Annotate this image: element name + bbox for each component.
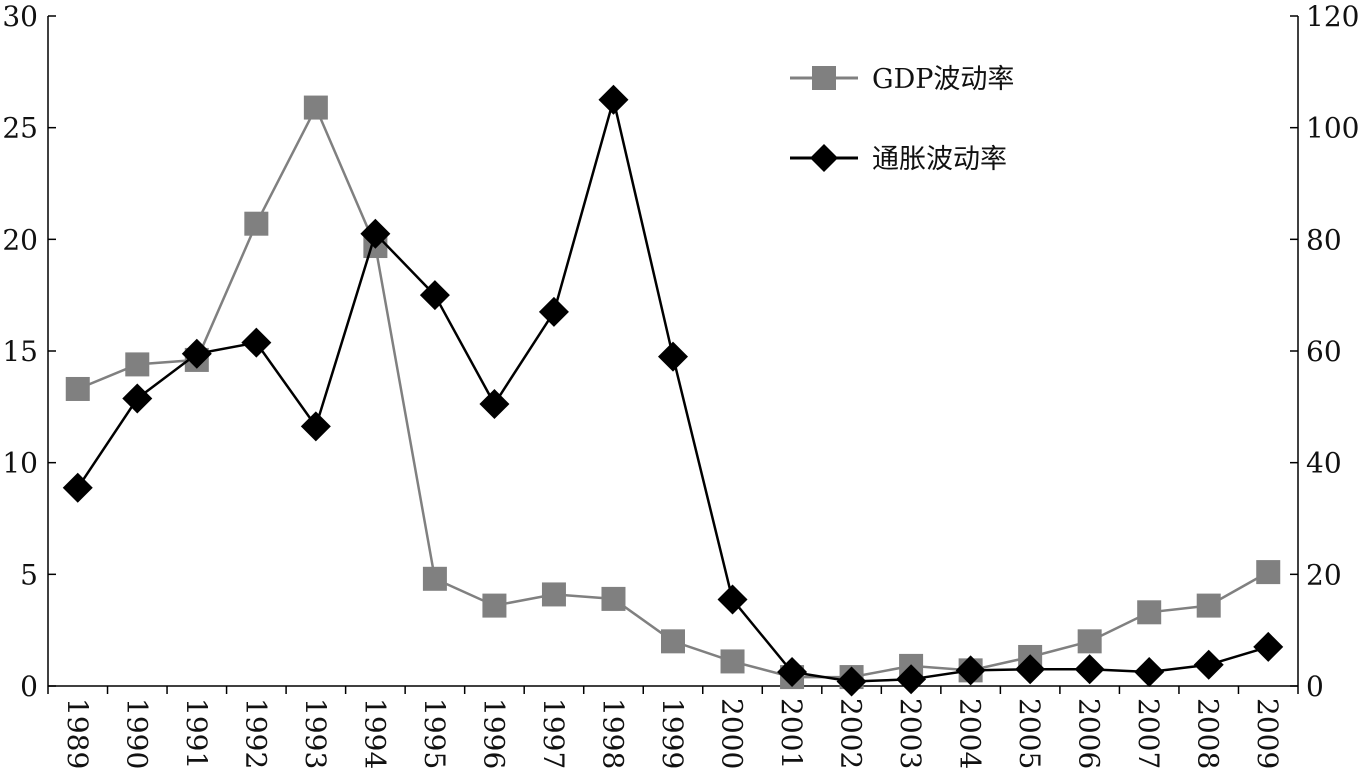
data-point-square bbox=[1077, 629, 1102, 654]
data-point-square bbox=[422, 566, 447, 591]
right-tick-label: 120 bbox=[1306, 0, 1359, 33]
x-tick-label: 1990 bbox=[120, 698, 153, 769]
x-tick-label: 1991 bbox=[180, 698, 213, 769]
data-point-diamond bbox=[1074, 654, 1105, 685]
x-tick-label: 1995 bbox=[418, 698, 451, 769]
data-point-diamond bbox=[836, 666, 867, 697]
x-tick-label: 1997 bbox=[537, 698, 570, 769]
data-point-square bbox=[482, 593, 507, 618]
legend-entry-inflation: 通胀波动率 bbox=[790, 144, 1007, 175]
x-tick-label: 2008 bbox=[1192, 698, 1225, 769]
right-tick-label: 80 bbox=[1306, 223, 1342, 256]
legend-label-gdp: GDP波动率 bbox=[872, 64, 1014, 95]
right-tick-label: 100 bbox=[1306, 112, 1359, 145]
left-tick-label: 25 bbox=[2, 112, 38, 145]
legend-entry-gdp: GDP波动率 bbox=[790, 64, 1014, 95]
data-point-diamond bbox=[777, 657, 808, 688]
x-tick-label: 2001 bbox=[775, 698, 808, 769]
legend: GDP波动率 通胀波动率 bbox=[790, 64, 1014, 175]
x-tick-label: 1989 bbox=[61, 698, 94, 769]
data-point-diamond bbox=[955, 655, 986, 686]
data-point-square bbox=[303, 95, 328, 120]
data-point-diamond bbox=[658, 341, 688, 372]
left-ticks: 0 5 10 15 20 25 30 bbox=[2, 0, 56, 703]
data-point-diamond bbox=[181, 338, 212, 369]
series-inflation bbox=[62, 84, 1284, 697]
x-tick-label: 2000 bbox=[716, 698, 749, 769]
series-gdp bbox=[65, 95, 1281, 690]
data-point-diamond bbox=[1253, 631, 1284, 662]
data-point-diamond bbox=[360, 218, 391, 249]
x-tick-label: 1994 bbox=[358, 698, 391, 769]
left-tick-label: 30 bbox=[2, 0, 38, 33]
x-tick-label: 2002 bbox=[835, 698, 868, 769]
legend-marker-diamond bbox=[810, 144, 838, 172]
data-point-diamond bbox=[300, 411, 331, 442]
x-ticks: 1989 1990 1991 1992 1993 1994 1995 1996 1997 1998… bbox=[47, 686, 1299, 769]
legend-label-inflation: 通胀波动率 bbox=[872, 144, 1007, 175]
x-tick-label: 2005 bbox=[1013, 698, 1046, 769]
data-point-diamond bbox=[598, 84, 629, 115]
data-point-diamond bbox=[717, 584, 748, 615]
legend-marker-square bbox=[812, 66, 836, 90]
x-tick-label: 2004 bbox=[954, 698, 987, 769]
x-tick-label: 2007 bbox=[1132, 698, 1165, 769]
data-point-square bbox=[65, 376, 90, 401]
data-point-diamond bbox=[1134, 657, 1165, 688]
x-tick-label: 1992 bbox=[239, 698, 272, 769]
data-point-diamond bbox=[1193, 649, 1224, 680]
x-tick-label: 1998 bbox=[596, 698, 629, 769]
data-point-square bbox=[1137, 600, 1162, 625]
series-line bbox=[76, 99, 1269, 683]
data-point-diamond bbox=[122, 383, 153, 414]
left-tick-label: 0 bbox=[20, 670, 38, 703]
x-tick-label: 2006 bbox=[1073, 698, 1106, 769]
data-point-diamond bbox=[241, 327, 272, 358]
x-tick-label: 1996 bbox=[477, 698, 510, 769]
data-point-square bbox=[601, 586, 626, 611]
series-line bbox=[77, 104, 1269, 679]
x-tick-label: 2003 bbox=[894, 698, 927, 769]
right-ticks: 0 20 40 60 80 100 120 bbox=[1290, 0, 1359, 703]
x-tick-label: 1993 bbox=[299, 698, 332, 769]
data-point-diamond bbox=[419, 280, 450, 311]
data-point-diamond bbox=[1015, 654, 1046, 685]
data-point-square bbox=[244, 211, 269, 236]
x-tick-label: 2009 bbox=[1251, 698, 1284, 769]
right-tick-label: 20 bbox=[1306, 558, 1342, 591]
left-tick-label: 10 bbox=[2, 447, 38, 480]
data-point-square bbox=[1256, 560, 1281, 585]
data-point-square bbox=[125, 352, 150, 377]
data-point-square bbox=[1196, 593, 1221, 618]
data-point-diamond bbox=[538, 296, 569, 327]
data-point-square bbox=[720, 649, 745, 674]
left-tick-label: 5 bbox=[20, 558, 38, 591]
data-point-diamond bbox=[479, 389, 510, 420]
x-tick-label: 1999 bbox=[656, 698, 689, 769]
right-tick-label: 40 bbox=[1306, 447, 1342, 480]
data-point-diamond bbox=[62, 472, 93, 503]
series-layer bbox=[62, 84, 1284, 697]
right-tick-label: 0 bbox=[1306, 670, 1324, 703]
data-point-diamond bbox=[896, 664, 927, 695]
left-tick-label: 15 bbox=[2, 335, 38, 368]
right-tick-label: 60 bbox=[1306, 335, 1342, 368]
data-point-square bbox=[661, 629, 685, 654]
left-tick-label: 20 bbox=[2, 223, 38, 256]
data-point-square bbox=[541, 582, 566, 607]
